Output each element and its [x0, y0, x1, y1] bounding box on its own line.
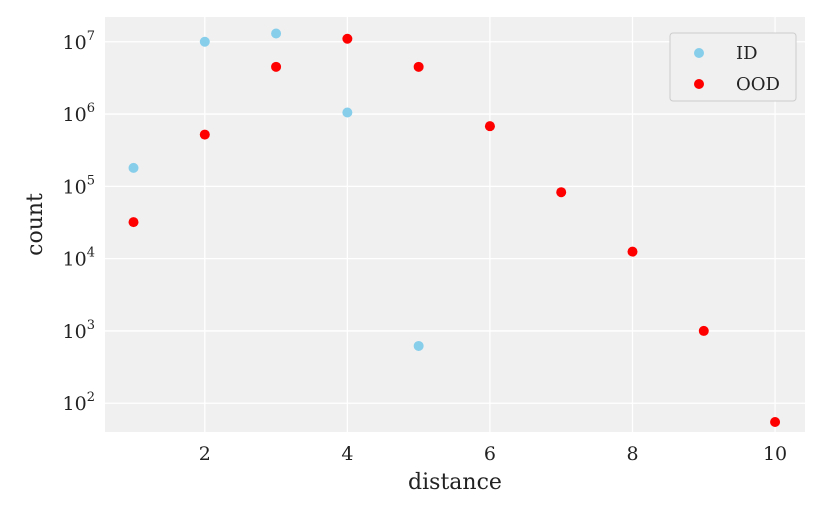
x-tick-label: 2 [199, 443, 211, 465]
data-point-ood [698, 325, 709, 336]
x-axis-label: distance [408, 470, 502, 495]
series-id [128, 28, 424, 351]
series-ood [128, 33, 781, 428]
data-point-ood [413, 61, 424, 72]
data-point-id [342, 107, 353, 118]
data-point-ood [627, 246, 638, 257]
data-point-ood [484, 121, 495, 132]
legend-label-ood: OOD [736, 74, 780, 95]
legend-marker-ood [694, 79, 704, 89]
legend-label-id: ID [736, 43, 758, 64]
y-tick-label: 107 [63, 29, 95, 54]
data-point-ood [342, 33, 353, 44]
data-point-id [128, 162, 139, 173]
y-tick-label: 103 [63, 318, 95, 343]
y-tick-label: 106 [63, 101, 95, 126]
y-tick-label: 104 [63, 246, 95, 271]
data-point-ood [128, 217, 139, 228]
data-point-id [199, 36, 210, 47]
data-point-ood [770, 417, 781, 428]
y-tick-label: 102 [63, 390, 95, 415]
data-point-ood [199, 129, 210, 140]
data-point-ood [556, 187, 567, 198]
x-tick-label: 4 [341, 443, 353, 465]
x-tick-label: 10 [763, 443, 787, 465]
x-tick-label: 6 [484, 443, 496, 465]
y-axis-label: count [23, 193, 48, 256]
x-tick-label: 8 [626, 443, 638, 465]
data-point-ood [271, 61, 282, 72]
legend-marker-id [694, 48, 704, 58]
y-tick-label: 105 [63, 173, 95, 198]
data-point-id [271, 28, 282, 39]
data-point-id [413, 340, 424, 351]
